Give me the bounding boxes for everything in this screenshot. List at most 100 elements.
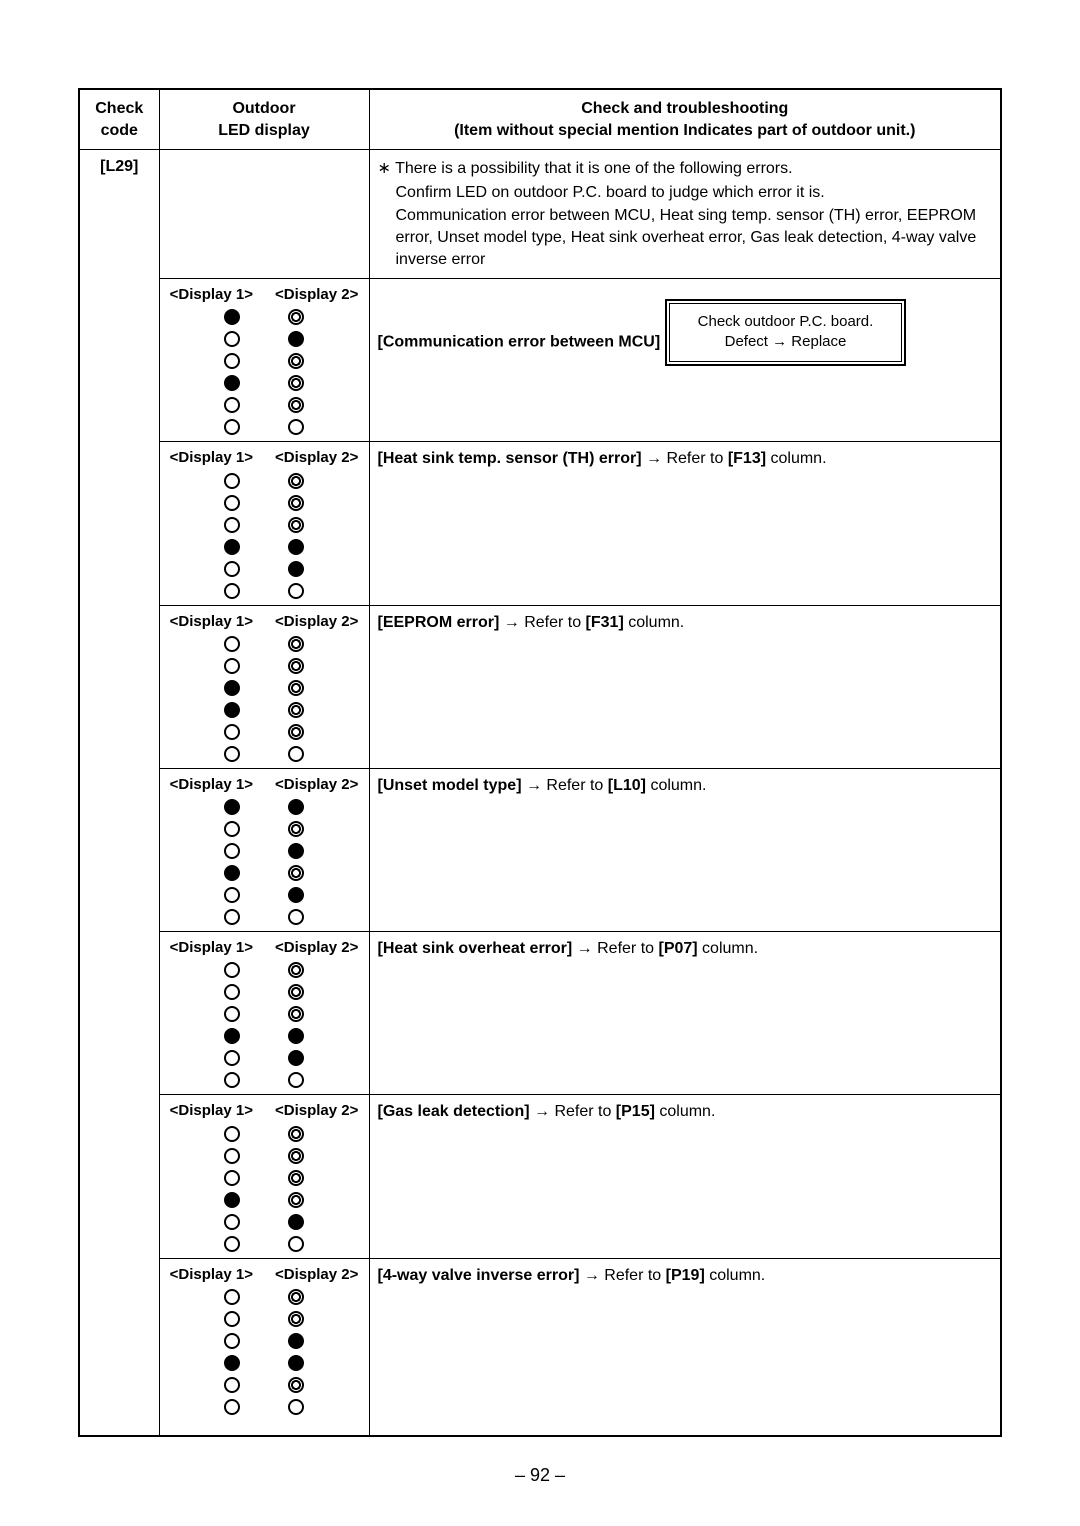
- led-icon: [224, 473, 240, 489]
- led-icon: [288, 1289, 304, 1305]
- box-line1: Check outdoor P.C. board.: [698, 313, 874, 330]
- table-row: <Display 1> <Display 2> [Heat sink overh…: [79, 932, 1001, 1095]
- led-cell: <Display 1> <Display 2>: [159, 1258, 369, 1436]
- refer-code: [F13]: [728, 450, 766, 467]
- led-icon: [288, 746, 304, 762]
- led-icon: [288, 984, 304, 1000]
- led-icon: [288, 887, 304, 903]
- led-icon: [224, 1148, 240, 1164]
- table-row: <Display 1> <Display 2> [Gas leak detect…: [79, 1095, 1001, 1258]
- refer-pre: Refer to: [546, 777, 607, 794]
- led-icon: [288, 1377, 304, 1393]
- hdr-led-l1: Outdoor: [232, 100, 295, 117]
- led-icon: [224, 495, 240, 511]
- intro-bullet: ∗: [378, 160, 391, 177]
- led-block-5: [168, 1126, 361, 1252]
- led-icon: [224, 1399, 240, 1415]
- led-icon: [224, 843, 240, 859]
- led-icon: [288, 309, 304, 325]
- arrow-icon: →: [642, 450, 667, 467]
- display2-label: <Display 2>: [275, 1101, 358, 1121]
- led-icon: [288, 1236, 304, 1252]
- led-icon: [288, 331, 304, 347]
- display2-label: <Display 2>: [275, 938, 358, 958]
- refer-code: [P07]: [658, 940, 697, 957]
- trbl-cell: [Gas leak detection] → Refer to [P15] co…: [369, 1095, 1001, 1258]
- led-icon: [224, 887, 240, 903]
- led-icon: [224, 799, 240, 815]
- led-cell: <Display 1> <Display 2>: [159, 768, 369, 931]
- refer-code: [P15]: [616, 1103, 655, 1120]
- led-icon: [224, 1289, 240, 1305]
- refer-pre: Refer to: [604, 1267, 665, 1284]
- hdr-led-l2: LED display: [218, 122, 310, 139]
- header-led: Outdoor LED display: [159, 89, 369, 150]
- led-icon: [224, 1028, 240, 1044]
- display1-label: <Display 1>: [170, 1101, 253, 1121]
- led-icon: [288, 539, 304, 555]
- row-title: [Communication error between MCU]: [378, 333, 661, 350]
- refer-code: [P19]: [666, 1267, 705, 1284]
- led-icon: [288, 636, 304, 652]
- led-icon: [288, 397, 304, 413]
- table-body: [L29] ∗ There is a possibility that it i…: [79, 150, 1001, 1436]
- header-check-code: Check code: [79, 89, 159, 150]
- led-icon: [224, 680, 240, 696]
- led-icon: [224, 984, 240, 1000]
- led-icon: [288, 1126, 304, 1142]
- troubleshooting-table: Check code Outdoor LED display Check and…: [78, 88, 1002, 1437]
- row-title: [Unset model type]: [378, 777, 522, 794]
- led-icon: [288, 1399, 304, 1415]
- led-icon: [224, 909, 240, 925]
- arrow-icon: →: [522, 777, 547, 794]
- led-icon: [288, 375, 304, 391]
- led-icon: [288, 583, 304, 599]
- led-icon: [224, 724, 240, 740]
- refer-post: column.: [766, 450, 826, 467]
- table-row: [L29] ∗ There is a possibility that it i…: [79, 150, 1001, 279]
- led-icon: [288, 909, 304, 925]
- trbl-cell: [Communication error between MCU] Check …: [369, 279, 1001, 442]
- led-cell-intro: [159, 150, 369, 279]
- header-troubleshooting: Check and troubleshooting (Item without …: [369, 89, 1001, 150]
- led-icon: [224, 517, 240, 533]
- refer-pre: Refer to: [554, 1103, 615, 1120]
- led-icon: [224, 1170, 240, 1186]
- display2-label: <Display 2>: [275, 448, 358, 468]
- arrow-icon: →: [499, 614, 524, 631]
- hdr-code-l1: Check: [95, 100, 143, 117]
- hdr-code-l2: code: [101, 122, 138, 139]
- led-icon: [224, 1126, 240, 1142]
- led-icon: [288, 962, 304, 978]
- table-row: <Display 1> <Display 2> [EEPROM error] →…: [79, 605, 1001, 768]
- trbl-cell: [Heat sink overheat error] → Refer to [P…: [369, 932, 1001, 1095]
- led-icon: [224, 1236, 240, 1252]
- row-title: [Gas leak detection]: [378, 1103, 530, 1120]
- led-icon: [288, 843, 304, 859]
- led-icon: [224, 1192, 240, 1208]
- row-title: [Heat sink temp. sensor (TH) error]: [378, 450, 642, 467]
- led-icon: [224, 353, 240, 369]
- led-block-6: [168, 1289, 361, 1415]
- table-row: <Display 1> <Display 2> [Unset model typ…: [79, 768, 1001, 931]
- led-icon: [288, 1355, 304, 1371]
- row-title: [4-way valve inverse error]: [378, 1267, 580, 1284]
- refer-code: [L10]: [608, 777, 646, 794]
- led-icon: [224, 702, 240, 718]
- arrow-icon: →: [579, 1267, 604, 1284]
- led-icon: [288, 1333, 304, 1349]
- led-icon: [288, 1214, 304, 1230]
- hdr-trbl-l2: (Item without special mention Indicates …: [454, 122, 915, 139]
- page-number: – 92 –: [78, 1465, 1002, 1486]
- led-block-0: [168, 309, 361, 435]
- action-box: Check outdoor P.C. board. Defect → Repla…: [665, 299, 907, 366]
- table-row: <Display 1> <Display 2> [4-way valve inv…: [79, 1258, 1001, 1436]
- box-line2: Defect → Replace: [725, 333, 847, 350]
- refer-post: column.: [655, 1103, 715, 1120]
- display2-label: <Display 2>: [275, 1265, 358, 1285]
- display2-label: <Display 2>: [275, 285, 358, 305]
- led-icon: [224, 658, 240, 674]
- led-icon: [288, 702, 304, 718]
- intro-cell: ∗ There is a possibility that it is one …: [369, 150, 1001, 279]
- refer-post: column.: [624, 614, 684, 631]
